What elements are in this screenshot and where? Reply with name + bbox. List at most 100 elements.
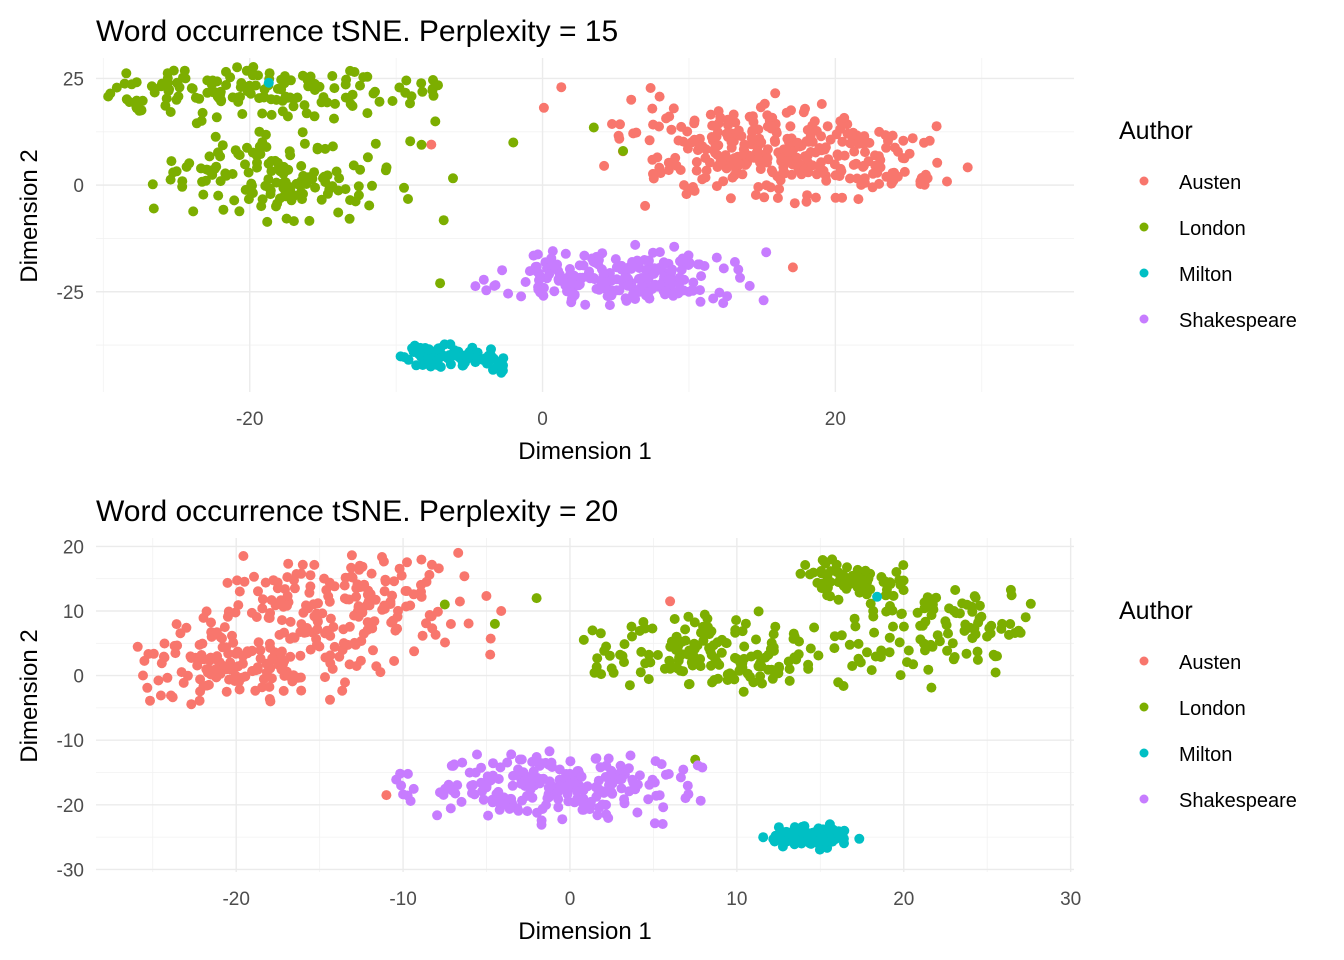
point-london <box>869 627 880 638</box>
point-shakespeare <box>472 749 482 760</box>
point-austen <box>393 605 403 616</box>
point-london <box>829 643 840 654</box>
x-axis-title: Dimension 1 <box>518 438 651 465</box>
point-london <box>645 657 656 668</box>
point-shakespeare <box>604 300 615 311</box>
point-austen <box>942 176 952 187</box>
point-london <box>619 639 630 650</box>
point-austen <box>881 171 892 182</box>
point-london <box>903 645 914 656</box>
point-austen <box>770 136 781 147</box>
point-shakespeare <box>615 760 626 771</box>
point-austen <box>387 615 398 626</box>
point-london <box>739 641 750 652</box>
point-london <box>240 159 250 170</box>
point-london <box>266 94 277 105</box>
point-austen <box>288 670 299 681</box>
point-london <box>297 127 308 138</box>
point-london <box>643 674 654 685</box>
point-austen <box>822 121 833 132</box>
point-london <box>370 86 380 97</box>
point-london <box>766 637 777 648</box>
point-shakespeare <box>711 252 722 263</box>
point-austen <box>839 112 850 123</box>
point-austen <box>379 586 390 597</box>
point-london <box>803 659 814 670</box>
point-london <box>738 686 749 697</box>
point-austen <box>681 189 692 200</box>
point-london <box>624 680 635 691</box>
point-austen <box>645 83 656 93</box>
point-shakespeare <box>611 262 622 273</box>
point-austen <box>837 192 848 203</box>
point-austen <box>416 591 427 602</box>
point-austen <box>323 591 334 602</box>
point-austen <box>313 598 323 609</box>
point-london <box>234 206 245 217</box>
point-austen <box>647 103 658 114</box>
point-shakespeare <box>695 296 706 307</box>
point-austen <box>375 667 386 678</box>
point-austen <box>264 681 275 692</box>
point-shakespeare <box>634 286 645 297</box>
point-london <box>399 182 409 193</box>
point-austen <box>626 94 637 105</box>
point-austen <box>138 670 148 681</box>
point-london <box>784 675 795 686</box>
point-shakespeare <box>607 788 618 799</box>
point-shakespeare <box>660 286 671 297</box>
point-shakespeare <box>585 796 596 807</box>
point-london <box>416 78 427 89</box>
point-london <box>277 106 288 117</box>
point-london <box>177 176 188 187</box>
point-austen <box>364 600 375 611</box>
point-london <box>508 137 519 148</box>
point-austen <box>340 572 351 583</box>
point-london <box>181 161 192 172</box>
point-london <box>825 566 836 577</box>
point-austen <box>257 603 268 614</box>
point-austen <box>296 685 307 696</box>
point-shakespeare <box>576 771 587 782</box>
point-london <box>355 164 366 175</box>
point-london <box>619 657 629 668</box>
tsne-plot-perplexity-15: -20 0 20 -25 0 25 Word occurrence tSNE. Perpl… <box>16 15 1297 465</box>
point-shakespeare <box>655 279 665 290</box>
point-london <box>638 617 649 627</box>
point-austen <box>668 103 679 114</box>
point-austen <box>338 624 349 635</box>
point-austen <box>761 180 772 191</box>
point-london <box>403 194 413 204</box>
point-austen <box>291 569 302 579</box>
point-shakespeare <box>553 275 564 286</box>
legend-label-london: London <box>1179 698 1246 720</box>
point-austen <box>644 135 655 146</box>
point-london <box>262 216 273 227</box>
point-london <box>146 81 157 92</box>
point-shakespeare <box>478 274 489 285</box>
point-austen <box>278 685 289 696</box>
point-shakespeare <box>593 255 604 265</box>
y-tick-label: 25 <box>63 69 84 90</box>
point-london <box>847 570 858 581</box>
point-shakespeare <box>648 247 658 258</box>
point-austen <box>842 128 853 139</box>
point-london <box>345 65 356 76</box>
point-austen <box>427 623 438 634</box>
point-austen <box>221 642 232 653</box>
point-london <box>430 116 441 127</box>
point-shakespeare <box>722 291 733 302</box>
legend-label-london: London <box>1179 218 1246 240</box>
point-milton <box>433 343 444 354</box>
point-austen <box>538 102 549 113</box>
point-shakespeare <box>513 805 524 816</box>
point-shakespeare <box>531 752 542 762</box>
point-shakespeare <box>630 239 641 250</box>
point-austen <box>253 586 263 597</box>
point-london <box>974 600 985 611</box>
point-austen <box>211 627 222 638</box>
point-shakespeare <box>478 794 489 805</box>
point-shakespeare <box>625 750 636 761</box>
y-tick-label: -20 <box>57 796 84 817</box>
point-austen <box>257 594 268 605</box>
